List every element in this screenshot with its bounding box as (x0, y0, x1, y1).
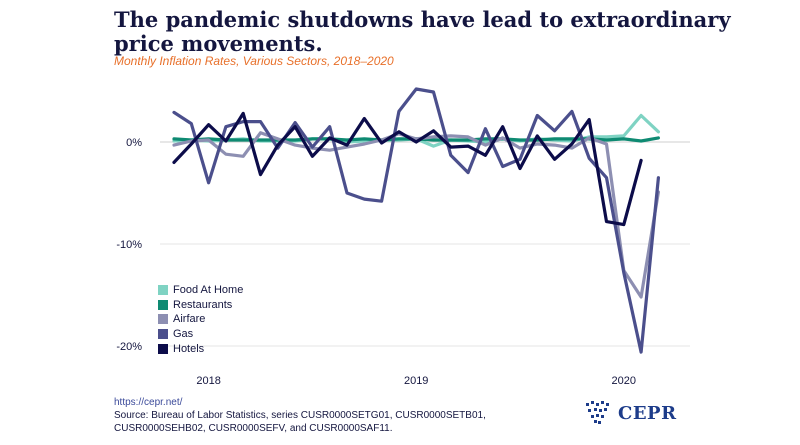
chart-title: The pandemic shutdowns have lead to extr… (114, 7, 731, 56)
legend-item: Food At Home (158, 283, 243, 298)
legend-swatch (158, 299, 168, 310)
x-tick-label: 2018 (196, 375, 220, 387)
x-tick-label: 2020 (612, 375, 636, 387)
cepr-logo: CEPR (584, 399, 677, 427)
legend-swatch (158, 285, 168, 296)
axis-layer: 0% -10% -20% 2018 2019 2020 (116, 137, 636, 387)
cepr-logo-icon (586, 401, 609, 424)
series-line-hotels (172, 111, 643, 227)
legend-swatch (158, 329, 168, 340)
series-line-gas (172, 87, 660, 354)
legend-swatch (158, 314, 168, 325)
legend-label: Hotels (173, 342, 205, 355)
legend-label: Airfare (173, 313, 206, 326)
legend-label: Restaurants (173, 298, 233, 311)
legend-item: Airfare (158, 312, 243, 327)
legend-item: Restaurants (158, 298, 243, 313)
legend-item: Gas (158, 327, 243, 342)
cepr-logo-text: CEPR (618, 402, 677, 424)
chart-subtitle: Monthly Inflation Rates, Various Sectors… (114, 54, 394, 68)
legend-label: Gas (173, 328, 194, 341)
series-line-airfare (172, 131, 660, 299)
source-note: Source: Bureau of Labor Statistics, seri… (114, 410, 486, 434)
legend-swatch (158, 343, 168, 354)
y-tick-label: -20% (116, 341, 142, 353)
legend-item: Hotels (158, 341, 243, 356)
legend: Food At Home Restaurants Airfare Gas Hotels (158, 283, 243, 356)
y-tick-label: 0% (126, 137, 142, 149)
x-tick-label: 2019 (404, 375, 428, 387)
y-tick-label: -10% (116, 239, 142, 251)
series-layer (172, 87, 660, 354)
source-url-link[interactable]: https://cepr.net/ (114, 397, 183, 408)
legend-label: Food At Home (173, 284, 244, 297)
